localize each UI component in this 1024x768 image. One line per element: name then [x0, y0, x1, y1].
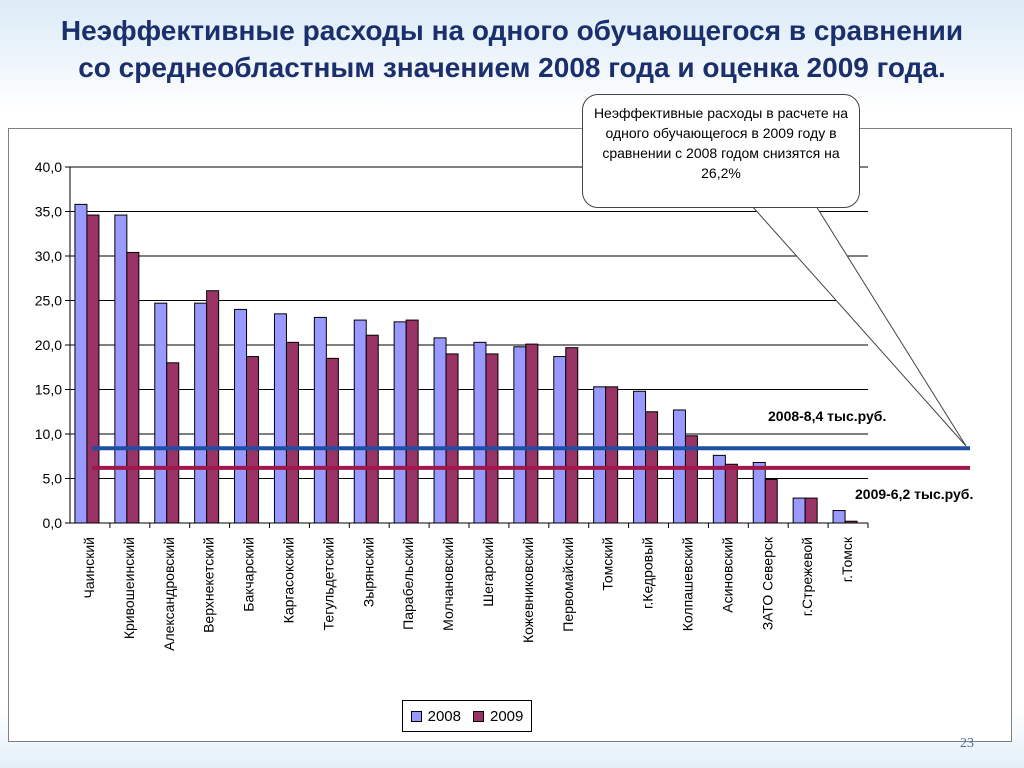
y-tick-label: 0,0 [43, 515, 63, 531]
legend-label-2008: 2008 [427, 707, 461, 725]
title-line-2: со среднеобластным значением 2008 года и… [78, 52, 946, 83]
bar-2009 [804, 497, 818, 524]
bar-2008 [593, 386, 607, 524]
y-tick-label: 40,0 [35, 159, 62, 175]
bar-2008 [194, 302, 208, 524]
bar-2008 [433, 337, 447, 524]
x-tick-label: Кривошеинский [121, 537, 137, 639]
callout-box: Неэффективные расходы в расчете на одног… [582, 94, 860, 208]
x-tick-label: Томский [600, 537, 616, 591]
legend-swatch-2009 [473, 710, 484, 722]
x-tick-label: г.Томск [839, 536, 855, 582]
bar-2008 [752, 461, 766, 524]
callout-text: Неэффективные расходы в расчете на одног… [593, 105, 849, 181]
bar-2008 [832, 510, 846, 524]
bar-2009 [844, 520, 858, 524]
x-tick-label: Парабельский [400, 537, 416, 630]
bar-2009 [605, 386, 619, 524]
bar-2008 [792, 497, 806, 524]
title-line-1: Неэффективные расходы на одного обучающе… [60, 15, 964, 46]
y-tick-label: 35,0 [35, 204, 62, 220]
bar-2009 [206, 290, 220, 524]
reference-label-2008: 2008-8,4 тыс.руб. [768, 408, 887, 424]
bar-2008 [114, 214, 128, 524]
y-tick-label: 15,0 [35, 382, 62, 398]
bar-2009 [445, 353, 459, 524]
bar-2008 [273, 313, 287, 524]
x-tick-label: г.Кедровый [640, 537, 656, 609]
bar-2009 [684, 435, 698, 524]
x-tick-label: Молчановский [440, 537, 456, 631]
bar-2009 [365, 334, 379, 524]
x-tick-label: г.Стрежевой [799, 537, 815, 616]
x-tick-label: Кожевниковский [520, 537, 536, 643]
bar-2008 [74, 203, 88, 524]
bar-2008 [353, 319, 367, 524]
legend-label-2009: 2009 [490, 707, 524, 725]
page-number: 23 [960, 736, 974, 751]
reference-label-2009: 2009-6,2 тыс.руб. [855, 486, 974, 502]
bar-2008 [313, 316, 327, 524]
bar-2008 [154, 302, 168, 524]
y-tick-label: 20,0 [35, 337, 62, 353]
header-background [0, 0, 1024, 110]
x-tick-label: Асиновский [719, 537, 735, 613]
bar-2009 [764, 478, 778, 524]
bar-2009 [525, 343, 539, 524]
x-tick-label: Тегульдетский [320, 537, 336, 630]
bar-2008 [473, 341, 487, 524]
bar-2009 [246, 356, 260, 524]
bar-2008 [712, 454, 726, 524]
bar-2009 [86, 214, 100, 524]
y-tick-label: 30,0 [35, 248, 62, 264]
y-tick-label: 5,0 [43, 471, 63, 487]
x-tick-label: Шегарский [480, 537, 496, 607]
bar-2009 [126, 251, 140, 524]
bar-2009 [565, 347, 579, 524]
bar-2008 [553, 356, 567, 524]
x-tick-label: Бакчарский [241, 537, 257, 612]
bar-2009 [285, 341, 299, 524]
x-tick-label: Зырянский [360, 537, 376, 607]
x-tick-label: Александровский [161, 537, 177, 651]
bar-2009 [325, 357, 339, 524]
bar-2008 [633, 390, 647, 524]
x-tick-label: ЗАТО Северск [759, 536, 775, 630]
bar-2009 [724, 463, 738, 524]
page-title: Неэффективные расходы на одного обучающе… [0, 12, 1024, 86]
bar-2009 [405, 319, 419, 524]
bar-2009 [166, 362, 180, 524]
bar-2008 [234, 308, 248, 524]
x-tick-label: Каргасокский [280, 537, 296, 623]
y-tick-label: 10,0 [35, 426, 62, 442]
y-tick-label: 25,0 [35, 293, 62, 309]
x-tick-label: Верхнекетский [201, 537, 217, 633]
x-tick-label: Колпашевский [679, 537, 695, 631]
bar-2008 [393, 321, 407, 524]
chart-legend: 2008 2009 [402, 700, 532, 732]
legend-swatch-2008 [410, 710, 422, 722]
bar-2009 [485, 353, 499, 524]
x-tick-label: Первомайский [560, 537, 576, 632]
bar-2008 [513, 346, 527, 524]
x-tick-label: Чаинский [81, 537, 97, 598]
